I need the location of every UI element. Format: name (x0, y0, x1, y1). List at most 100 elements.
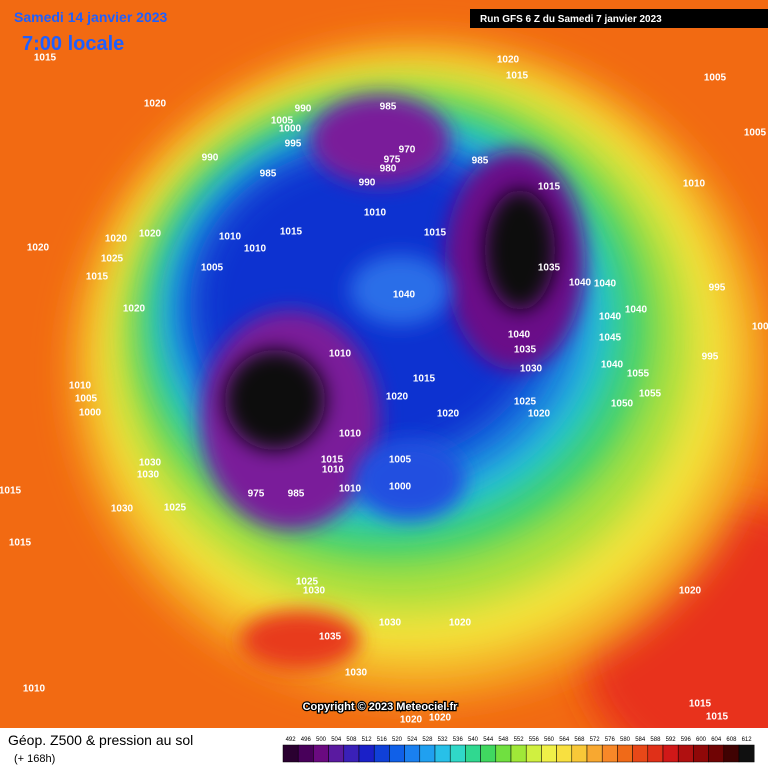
isobar-label: 1040 (569, 278, 592, 289)
isobar-label: 1020 (139, 229, 162, 240)
isobar-label: 1035 (538, 263, 561, 274)
colorbar-label: 508 (346, 737, 357, 743)
isobar-label: 1015 (280, 227, 303, 238)
colorbar-swatch (556, 744, 573, 763)
isobar-label: 1040 (625, 305, 648, 316)
colorbar: 492 496 500 504 508 512 516 520 524 528 532 536 540 5… (282, 737, 755, 763)
colorbar-swatch (617, 744, 633, 763)
isobar-label: 1030 (111, 504, 134, 515)
isobar-label: 1010 (23, 684, 46, 695)
isobar-label: 1035 (514, 345, 537, 356)
colorbar-label: 492 (286, 737, 297, 743)
isobar-label: 1000 (389, 482, 412, 493)
isobar-label: 975 (384, 155, 401, 166)
isobar-label: 985 (472, 156, 489, 167)
colorbar-label: 600 (696, 737, 707, 743)
colorbar-label: 500 (316, 737, 327, 743)
colorbar-label: 520 (392, 737, 403, 743)
isobar-label: 1015 (413, 374, 436, 385)
isobar-label: 1020 (400, 715, 423, 726)
forecast-time: 7:00 locale (22, 33, 124, 55)
colorbar-swatch (541, 744, 557, 763)
colorbar-swatch (723, 744, 740, 763)
isobar-label: 1030 (345, 668, 368, 679)
isobar-label: 1040 (508, 330, 531, 341)
colorbar-swatch (358, 744, 375, 763)
isobar-label: 1005 (389, 455, 412, 466)
colorbar-swatch (480, 744, 497, 763)
isobar-label: 1000 (279, 124, 302, 135)
colorbar-label: 548 (498, 737, 509, 743)
colorbar-swatch (404, 744, 421, 763)
colorbar-label: 540 (468, 737, 479, 743)
isobar-label: 1040 (601, 360, 624, 371)
colorbar-swatch (449, 744, 466, 763)
isobar-label: 1055 (627, 369, 650, 380)
isobar-label: 1010 (69, 381, 92, 392)
colorbar-swatch (510, 744, 527, 763)
colorbar-swatch (343, 744, 360, 763)
isobar-label: 990 (202, 153, 219, 164)
isobar-label: 1020 (449, 618, 472, 629)
colorbar-swatch (313, 744, 329, 763)
isobar-label: 1045 (599, 333, 622, 344)
isobar-label: 990 (295, 104, 312, 115)
colorbar-swatch (328, 744, 345, 763)
isobar-label: 1020 (679, 586, 702, 597)
isobar-label: 1015 (538, 182, 561, 193)
isobar-label: 1040 (599, 312, 622, 323)
isobar-label: 1055 (639, 389, 662, 400)
isobar-label: 1020 (429, 713, 452, 724)
isobar-label: 1015 (424, 228, 447, 239)
isobar-label: 1020 (497, 55, 520, 66)
isobar-label: 1020 (144, 99, 167, 110)
colorbar-label: 536 (453, 737, 464, 743)
colorbar-swatch (434, 744, 451, 763)
isobar-label: 995 (285, 139, 302, 150)
colorbar-swatch (693, 744, 709, 763)
isobar-label: 1005 (75, 394, 98, 405)
isobar-label: 1005 (201, 263, 224, 274)
colorbar-label: 572 (590, 737, 601, 743)
isobar-label: 1010 (244, 244, 267, 255)
isobar-label: 1035 (319, 632, 342, 643)
isobar-label: 1015 (34, 53, 57, 64)
isobar-label: 970 (399, 145, 416, 156)
isobar-label: 1005 (704, 73, 727, 84)
isobar-label: 1020 (386, 392, 409, 403)
isobar-label: 1010 (339, 484, 362, 495)
isobar-label: 1030 (520, 364, 543, 375)
colorbar-label: 528 (422, 737, 433, 743)
isobar-label: 1030 (303, 586, 326, 597)
colorbar-label: 532 (438, 737, 449, 743)
isobar-label: 1010 (322, 465, 345, 476)
colorbar-label: 512 (362, 737, 373, 743)
isobar-label: 1020 (123, 304, 146, 315)
isobar-labels: 1015 1020 1020 1015 1005 1005 990 985 1005 1000 99… (0, 53, 768, 726)
colorbar-label: 584 (635, 737, 646, 743)
isobar-label: 1030 (139, 458, 162, 469)
colorbar-label: 556 (529, 737, 540, 743)
isobar-label: 1025 (296, 577, 319, 588)
isobar-label: 1030 (137, 470, 160, 481)
colorbar-label: 604 (711, 737, 722, 743)
colorbar-swatch (738, 744, 755, 763)
isobar-label: 1010 (683, 179, 706, 190)
isobar-label: 1050 (611, 399, 634, 410)
isobar-label: 1010 (364, 208, 387, 219)
run-box (470, 9, 768, 28)
forecast-date: Samedi 14 janvier 2023 (14, 9, 168, 25)
colorbar-swatch (632, 744, 649, 763)
isobar-label: 1015 (706, 712, 729, 723)
isobar-label: 1020 (27, 243, 50, 254)
colorbar-label: 612 (742, 737, 753, 743)
colorbar-swatch (662, 744, 679, 763)
isobar-label: 980 (380, 164, 397, 175)
colorbar-swatch (465, 744, 481, 763)
colorbar-label: 524 (407, 737, 418, 743)
isobar-label: 1000 (79, 408, 102, 419)
isobar-label: 1020 (437, 409, 460, 420)
footer-lead: (+ 168h) (14, 753, 55, 765)
